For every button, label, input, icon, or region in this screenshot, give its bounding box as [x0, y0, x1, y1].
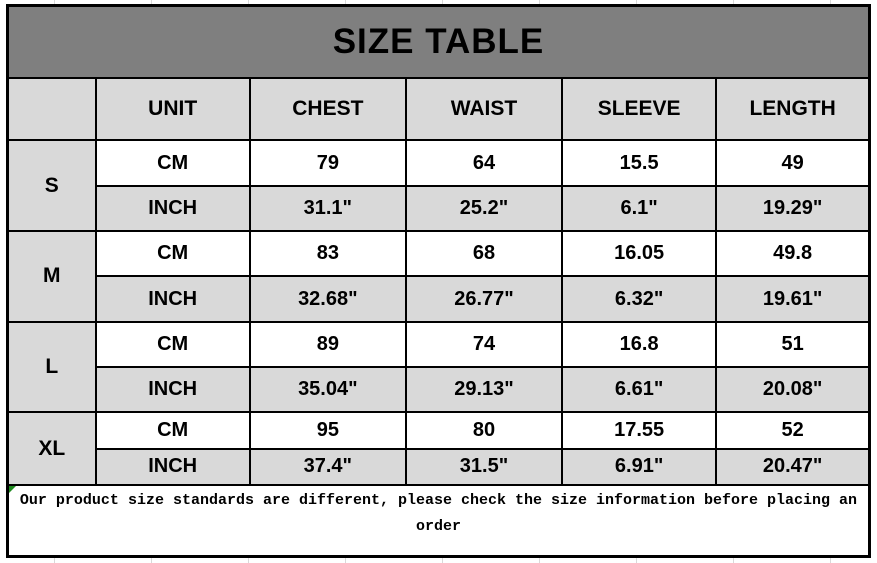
value-s-cm-waist: 64	[404, 139, 564, 187]
note-text: Our product size standards are different…	[19, 491, 858, 536]
value-xl-inch-waist: 31.5"	[404, 447, 564, 486]
col-header-chest: CHEST	[248, 77, 407, 142]
value-xl-inch-length: 20.47"	[715, 447, 871, 486]
value-s-inch-chest: 31.1"	[248, 184, 407, 233]
size-label-s: S	[6, 139, 97, 233]
value-s-inch-sleeve: 6.1"	[561, 184, 718, 233]
gridline-tick	[54, 558, 55, 563]
value-m-inch-chest: 32.68"	[248, 275, 407, 323]
unit-cell-inch: INCH	[94, 184, 251, 233]
value-l-cm-waist: 74	[404, 320, 564, 369]
value-l-cm-chest: 89	[248, 320, 407, 369]
gridline-tick	[733, 558, 734, 563]
value-m-cm-waist: 68	[404, 230, 564, 278]
value-xl-cm-sleeve: 17.55	[561, 411, 718, 450]
gridline-tick	[248, 558, 249, 563]
unit-cell-cm: CM	[94, 320, 251, 369]
value-xl-cm-length: 52	[715, 411, 871, 450]
gridline-tick	[345, 0, 346, 5]
value-m-inch-length: 19.61"	[715, 275, 871, 323]
gridline-tick	[151, 558, 152, 563]
value-m-cm-chest: 83	[248, 230, 407, 278]
gridline-tick	[54, 0, 55, 5]
gridline-tick	[151, 0, 152, 5]
gridline-tick	[539, 558, 540, 563]
value-l-cm-length: 51	[715, 320, 871, 369]
value-s-inch-waist: 25.2"	[404, 184, 564, 233]
size-label-l: L	[6, 320, 97, 414]
cell-error-marker-icon	[9, 486, 16, 493]
value-xl-cm-waist: 80	[404, 411, 564, 450]
size-table-title: SIZE TABLE	[6, 4, 871, 80]
corner-diagonal-cell	[6, 77, 97, 142]
gridline-tick	[636, 0, 637, 5]
note-cell: Our product size standards are different…	[6, 483, 871, 558]
value-s-cm-sleeve: 15.5	[561, 139, 718, 187]
value-m-inch-sleeve: 6.32"	[561, 275, 718, 323]
gridline-tick	[248, 0, 249, 5]
unit-cell-inch: INCH	[94, 447, 251, 486]
unit-cell-cm: CM	[94, 230, 251, 278]
value-l-inch-chest: 35.04"	[248, 366, 407, 414]
value-xl-cm-chest: 95	[248, 411, 407, 450]
value-s-cm-length: 49	[715, 139, 871, 187]
gridline-tick	[539, 0, 540, 5]
value-l-inch-length: 20.08"	[715, 366, 871, 414]
value-m-cm-sleeve: 16.05	[561, 230, 718, 278]
unit-cell-inch: INCH	[94, 275, 251, 323]
value-s-cm-chest: 79	[248, 139, 407, 187]
gridline-tick	[442, 0, 443, 5]
gridline-tick	[345, 558, 346, 563]
gridline-tick	[830, 558, 831, 563]
col-header-sleeve: SLEEVE	[561, 77, 718, 142]
unit-cell-inch: INCH	[94, 366, 251, 414]
value-m-inch-waist: 26.77"	[404, 275, 564, 323]
gridline-tick	[442, 558, 443, 563]
unit-cell-cm: CM	[94, 411, 251, 450]
value-m-cm-length: 49.8	[715, 230, 871, 278]
value-l-cm-sleeve: 16.8	[561, 320, 718, 369]
gridline-tick	[830, 0, 831, 5]
value-s-inch-length: 19.29"	[715, 184, 871, 233]
value-xl-inch-chest: 37.4"	[248, 447, 407, 486]
unit-cell-cm: CM	[94, 139, 251, 187]
size-label-xl: XL	[6, 411, 97, 486]
value-xl-inch-sleeve: 6.91"	[561, 447, 718, 486]
size-label-m: M	[6, 230, 97, 323]
col-header-unit: UNIT	[94, 77, 251, 142]
value-l-inch-sleeve: 6.61"	[561, 366, 718, 414]
gridline-tick	[636, 558, 637, 563]
col-header-waist: WAIST	[404, 77, 564, 142]
value-l-inch-waist: 29.13"	[404, 366, 564, 414]
col-header-length: LENGTH	[715, 77, 871, 142]
size-table: SIZE TABLE UNIT CHEST WAIST SLEEVE LENGT…	[6, 4, 871, 558]
gridline-tick	[733, 0, 734, 5]
